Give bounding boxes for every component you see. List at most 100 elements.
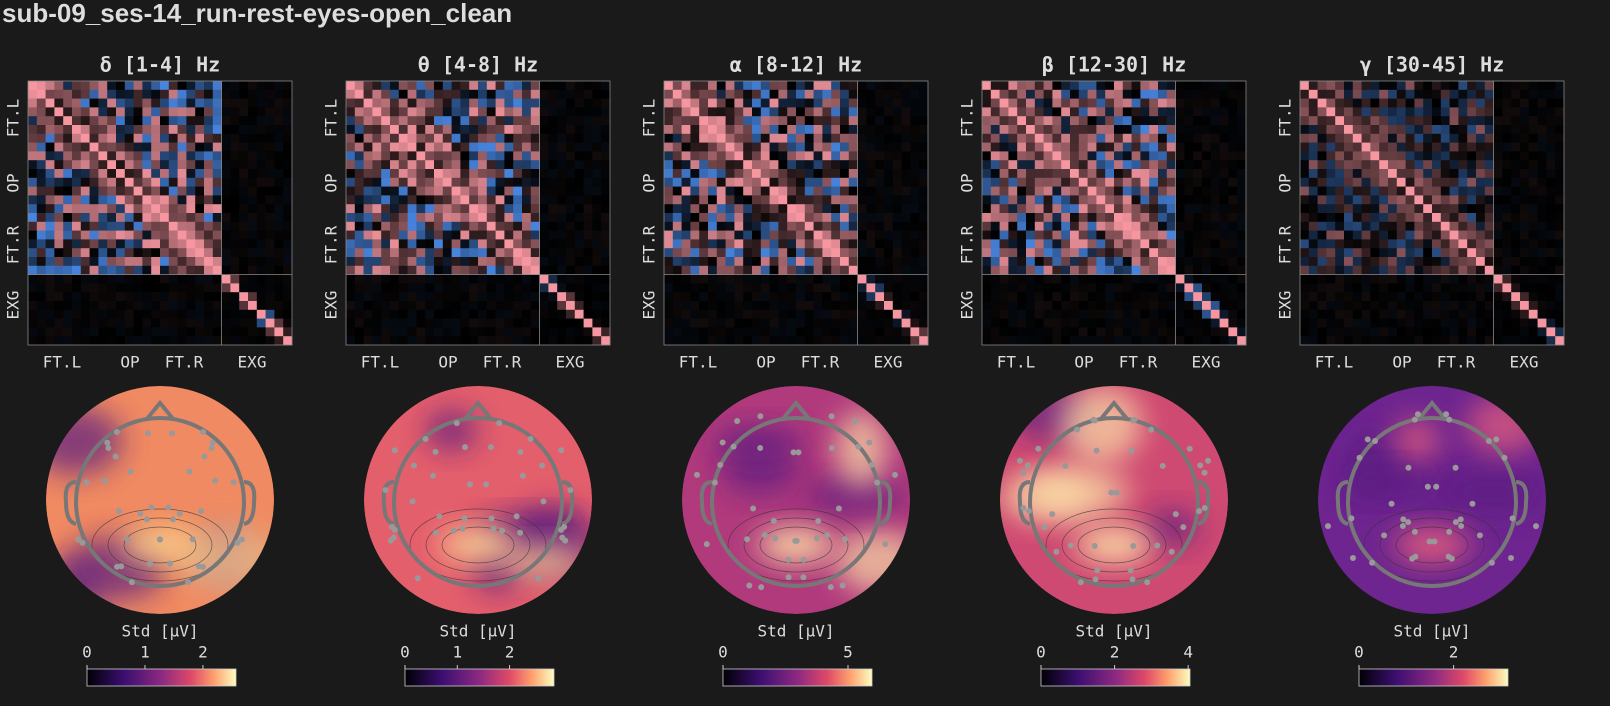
matrix-cell <box>434 283 444 293</box>
matrix-cell <box>752 257 762 267</box>
matrix-cell <box>513 81 523 91</box>
matrix-cell <box>1210 116 1220 126</box>
topomap-blob <box>1343 465 1438 498</box>
matrix-cell <box>1300 221 1310 231</box>
matrix-cell <box>504 221 514 231</box>
matrix-cell <box>354 248 364 258</box>
matrix-cell <box>1228 283 1238 293</box>
matrix-cell <box>1423 327 1433 337</box>
matrix-cell <box>495 274 505 284</box>
matrix-cell <box>1210 125 1220 135</box>
matrix-cell <box>230 292 240 302</box>
matrix-cell <box>1520 186 1530 196</box>
matrix-cell <box>54 142 64 152</box>
matrix-cell <box>884 142 894 152</box>
matrix-cell <box>1210 274 1220 284</box>
matrix-cell <box>1308 230 1318 240</box>
matrix-cell <box>1528 186 1538 196</box>
electrode <box>1493 436 1500 443</box>
matrix-cell <box>848 248 858 258</box>
matrix-cell <box>699 186 709 196</box>
matrix-cell <box>664 336 674 346</box>
matrix-cell <box>716 133 726 143</box>
matrix-cell <box>1458 204 1468 214</box>
matrix-cell <box>539 318 549 328</box>
matrix-cell <box>513 186 523 196</box>
matrix-cell <box>1502 283 1512 293</box>
matrix-cell <box>1087 142 1097 152</box>
matrix-cell <box>274 283 284 293</box>
matrix-cell <box>787 107 797 117</box>
matrix-cell <box>177 133 187 143</box>
matrix-cell <box>1344 257 1354 267</box>
matrix-cell <box>265 292 275 302</box>
electrode <box>466 481 473 488</box>
matrix-cell <box>1388 257 1398 267</box>
head <box>74 416 246 588</box>
matrix-cell <box>1114 177 1124 187</box>
matrix-cell <box>89 230 99 240</box>
matrix-cell <box>857 274 867 284</box>
row-label: OP <box>1276 173 1295 192</box>
matrix-cell <box>716 230 726 240</box>
matrix-cell <box>195 204 205 214</box>
matrix-cell <box>1087 336 1097 346</box>
matrix-cell <box>1131 309 1141 319</box>
matrix-cell <box>1008 336 1018 346</box>
matrix-cell <box>1476 257 1486 267</box>
matrix-cell <box>787 336 797 346</box>
topomap-blob <box>834 529 910 594</box>
matrix-cell <box>1026 239 1036 249</box>
matrix-cell <box>72 142 82 152</box>
matrix-cell <box>982 248 992 258</box>
matrix-cell <box>1202 257 1212 267</box>
electrode <box>1409 555 1416 562</box>
matrix-cell <box>1546 265 1556 275</box>
matrix-cell <box>796 133 806 143</box>
matrix-cell <box>1370 195 1380 205</box>
matrix-cell <box>857 230 867 240</box>
matrix-cell <box>892 160 902 170</box>
matrix-cell <box>72 230 82 240</box>
matrix-cell <box>1166 177 1176 187</box>
matrix-cell <box>177 257 187 267</box>
matrix-cell <box>1388 239 1398 249</box>
matrix-cell <box>1467 230 1477 240</box>
matrix-cell <box>910 151 920 161</box>
matrix-cell <box>442 116 452 126</box>
matrix-cell <box>769 195 779 205</box>
matrix-cell <box>734 221 744 231</box>
matrix-cell <box>1511 195 1521 205</box>
topomap-blob <box>721 449 798 495</box>
matrix-cell <box>1017 169 1027 179</box>
matrix-cell <box>177 265 187 275</box>
matrix-cell <box>1158 107 1168 117</box>
matrix-cell <box>212 81 222 91</box>
matrix-cell <box>248 195 258 205</box>
matrix-cell <box>504 89 514 99</box>
matrix-cell <box>530 318 540 328</box>
matrix-cell <box>486 133 496 143</box>
matrix-cell <box>1414 283 1424 293</box>
matrix-cell <box>469 239 479 249</box>
matrix-cell <box>1361 239 1371 249</box>
matrix-cell <box>416 318 426 328</box>
matrix-cell <box>177 195 187 205</box>
matrix-cell <box>672 239 682 249</box>
nose <box>1416 399 1448 422</box>
matrix-cell <box>195 318 205 328</box>
matrix-cell <box>1370 133 1380 143</box>
matrix-cell <box>1149 160 1159 170</box>
matrix-cell <box>363 125 373 135</box>
matrix-cell <box>1175 221 1185 231</box>
matrix-cell <box>592 257 602 267</box>
matrix-cell <box>822 336 832 346</box>
matrix-cell <box>1193 248 1203 258</box>
matrix-cell <box>425 230 435 240</box>
matrix-cell <box>982 336 992 346</box>
electrode <box>116 508 123 515</box>
matrix-cell <box>1017 283 1027 293</box>
matrix-cell <box>1122 257 1132 267</box>
matrix-cell <box>354 142 364 152</box>
matrix-cell <box>760 169 770 179</box>
